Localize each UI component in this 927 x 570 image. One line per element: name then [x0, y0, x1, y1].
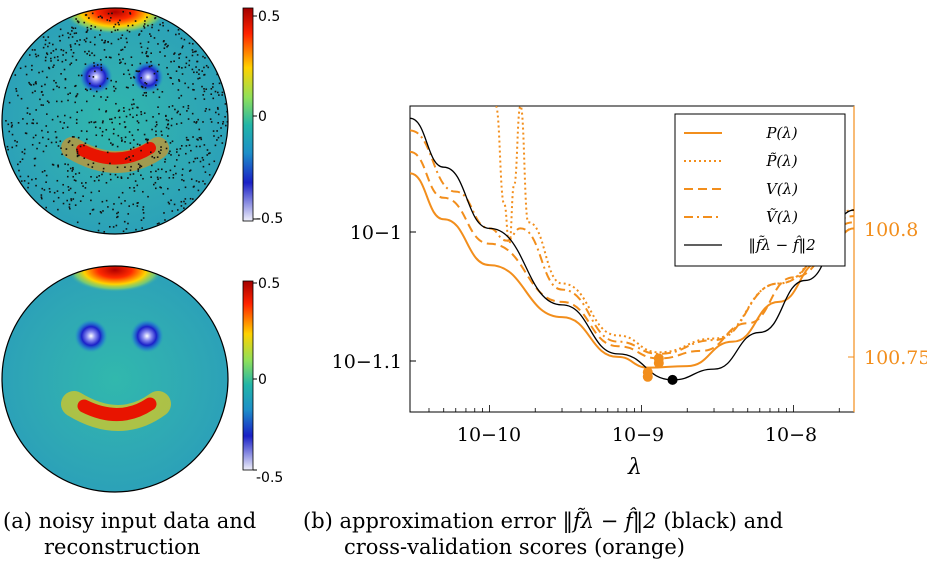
colorbar-bottom [242, 280, 254, 471]
caption-b-label: (b) [303, 509, 333, 533]
minima-markers [642, 353, 678, 385]
minimum-marker-4 [667, 374, 678, 385]
caption-a: (a) noisy input data and reconstruction [3, 508, 256, 560]
cbar-bot-tick-zero: 0 [258, 372, 267, 388]
y-right-tick-2: 100.75 [864, 347, 927, 369]
caption-a-line2: reconstruction [44, 535, 201, 559]
caption-b-suffix: (black) and [663, 509, 784, 533]
minimum-marker-3 [653, 353, 664, 364]
legend-label-4: ‖f̃λ − f̂‖2 [748, 236, 815, 254]
caption-b-math: ‖f̃λ − f̂‖2 [562, 509, 657, 533]
legend-label-0: P(λ) [765, 124, 797, 142]
y-left-tick-1: 10−1 [350, 222, 402, 244]
caption-a-line1: noisy input data and [38, 509, 257, 533]
cbar-top-tick-max: 0.5 [258, 9, 280, 25]
x-axis-label: λ [627, 455, 642, 480]
cbar-top-tick-zero: 0 [258, 109, 267, 125]
cbar-bot-tick-min: -0.5 [256, 470, 283, 486]
reconstruction-disk [2, 266, 228, 492]
colorbar-top [242, 7, 254, 222]
cbar-bot-tick-max: 0.5 [258, 276, 280, 292]
legend: P(λ) P̃(λ) V(λ) Ṽ(λ) ‖f̃λ − f̂‖2 [674, 113, 846, 267]
caption-a-label: (a) [3, 509, 32, 533]
x-tick-2: 10−9 [612, 424, 664, 446]
x-tick-3: 10−8 [765, 424, 817, 446]
noisy-data-disk [2, 8, 228, 234]
caption-b-line2: cross-validation scores (orange) [344, 535, 685, 559]
cbar-top-tick-min: -0.5 [256, 211, 283, 227]
x-ticks [409, 405, 840, 412]
legend-label-3: Ṽ(λ) [766, 208, 798, 226]
series-line-2 [410, 150, 854, 360]
legend-label-2: V(λ) [766, 180, 798, 198]
noise-dots [5, 10, 228, 233]
series-line-1 [494, 106, 854, 354]
caption-b: (b) approximation error ‖f̃λ − f̂‖2 (bla… [303, 508, 783, 560]
y-right-tick-1: 100.8 [864, 219, 918, 241]
cv-plot: 10−1 10−1.1 100.8 100.75 10−10 10−9 10−8… [332, 105, 927, 480]
x-tick-1: 10−10 [457, 424, 521, 446]
minimum-marker-1 [642, 367, 653, 378]
series-line-3 [410, 129, 854, 355]
series-group [410, 106, 854, 381]
caption-b-prefix: approximation error [339, 509, 556, 533]
legend-label-1: P̃(λ) [765, 152, 797, 170]
series-line-4 [410, 117, 854, 381]
y-left-tick-2: 10−1.1 [332, 351, 402, 373]
